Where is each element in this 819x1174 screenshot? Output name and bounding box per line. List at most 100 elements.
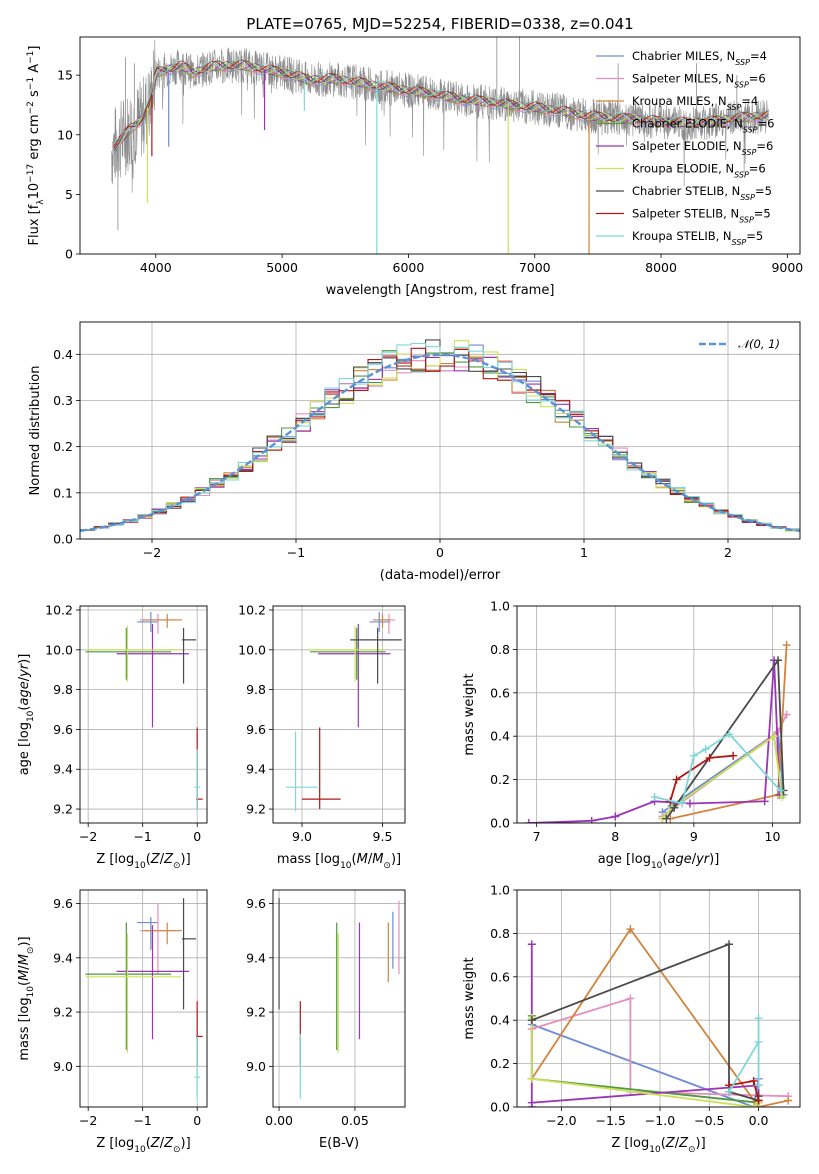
- observed-spectrum: [111, 39, 769, 193]
- weight-marker: [777, 792, 786, 801]
- x-tick-label: −2: [79, 829, 97, 844]
- errorbar-point: [142, 613, 182, 628]
- y-tick-label: 0.8: [490, 926, 510, 941]
- errorbar-point: [350, 627, 402, 684]
- weight-marker: [587, 816, 596, 823]
- x-tick-label: 9.0: [292, 829, 312, 844]
- weight-marker: [729, 751, 738, 760]
- grid: [80, 606, 207, 823]
- y-tick-label: 1.0: [490, 599, 510, 614]
- errorbar-point: [139, 903, 177, 975]
- x-tick-label: 8000: [645, 260, 677, 275]
- weight-marker: [754, 1014, 763, 1023]
- weight-marker: [527, 940, 536, 949]
- y-tick-label: 1.0: [490, 883, 510, 898]
- weight-line: [661, 730, 785, 813]
- y-tick-label: 0.0: [490, 1100, 510, 1115]
- weight-marker: [725, 730, 734, 739]
- y-tick-label: 0.4: [490, 729, 510, 744]
- y-axis-label: mass weight: [462, 957, 477, 1039]
- x-tick-label: −2: [79, 1113, 97, 1128]
- legend-label: Salpeter ELODIE, NSSP=6: [632, 139, 773, 157]
- y-tick-label: 0.6: [490, 969, 510, 984]
- grid: [273, 606, 405, 823]
- histogram-salpeter-stelib: [80, 347, 800, 531]
- errorbar-point: [181, 627, 197, 684]
- plot-area: [85, 898, 203, 1099]
- axes-frame: [79, 605, 208, 824]
- plot-area: [527, 925, 793, 1107]
- y-tick-label: 0.2: [490, 772, 510, 787]
- y-tick-label: 0.4: [53, 347, 73, 362]
- errorbar-point: [116, 623, 190, 728]
- y-tick-label: 9.4: [246, 762, 266, 777]
- x-tick-label: −1: [133, 829, 151, 844]
- legend-label: Kroupa MILES, NSSP=4: [632, 94, 758, 112]
- y-tick-label: 10.2: [238, 602, 266, 617]
- axes-frame: [516, 605, 801, 824]
- x-tick-label: 0.00: [265, 1113, 293, 1128]
- plot-area: [278, 898, 400, 1099]
- x-tick-label: 7000: [519, 260, 551, 275]
- x-tick-label: −1: [133, 1113, 151, 1128]
- weight-marker: [670, 803, 679, 812]
- legend: 𝒩(0, 1): [699, 337, 780, 351]
- x-tick-label: 9000: [771, 260, 803, 275]
- y-axis-label: mass weight: [462, 673, 477, 755]
- panel-residuals: −2 −1 0 1 2 0.0 0.1 0.2 0.3 0.4 (data-model)/error…: [28, 321, 801, 583]
- normal-curve: [80, 353, 800, 533]
- panel-mass-vs-Z: −2 −1 0 9.0 9.2 9.4 9.6 Z [log10(Z/Z⊙)] mass [lo…: [17, 889, 208, 1155]
- weight-marker: [527, 1016, 536, 1025]
- weight-line: [531, 927, 789, 1107]
- legend-label: Kroupa STELIB, NSSP=5: [632, 229, 763, 247]
- errorbar-point: [116, 925, 190, 1040]
- weight-marker: [754, 1037, 763, 1046]
- x-tick-label: 6000: [393, 260, 425, 275]
- x-axis-label: wavelength [Angstrom, rest frame]: [326, 283, 555, 298]
- y-tick-label: 9.2: [53, 1005, 73, 1020]
- chart-title: PLATE=0765, MJD=52254, FIBERID=0338, z=0…: [246, 15, 633, 33]
- panel-mass-vs-EBV: 0.00 0.05 9.0 9.2 9.4 9.6 E(B-V): [246, 889, 406, 1151]
- weight-marker: [527, 1098, 536, 1107]
- y-tick-label: 5: [65, 187, 73, 202]
- panel-weight-vs-age: 7 8 9 10 0.0 0.2 0.4 0.6 0.8 1.0 age [log10(age/yr…: [462, 599, 801, 871]
- x-tick-label: −2: [143, 545, 161, 560]
- histogram-kroupa-elodie: [80, 340, 800, 531]
- legend-label: Chabrier MILES, NSSP=4: [632, 49, 767, 67]
- weight-marker: [782, 641, 791, 650]
- y-tick-label: 10: [57, 127, 73, 142]
- axes-frame: [79, 36, 801, 255]
- panel-weight-vs-Z: −2.0 −1.5 −1.0 −0.5 0.0 0.0 0.2 0.4 0.6 0.8 1.0 Z […: [462, 883, 801, 1155]
- y-tick-label: 0.2: [53, 439, 73, 454]
- y-tick-label: 10.0: [238, 642, 266, 657]
- plot-area: [85, 611, 203, 812]
- errorbar-point: [142, 922, 182, 945]
- y-axis-label: Flux [fλ10−17 erg cm−2 s−1 A−1]: [26, 46, 46, 246]
- axes-frame: [272, 889, 406, 1108]
- errorbar-point: [85, 922, 172, 1051]
- weight-marker: [760, 797, 769, 806]
- y-tick-label: 9.2: [53, 802, 73, 817]
- weight-marker: [626, 994, 635, 1003]
- x-tick-label: −1.0: [645, 1113, 675, 1128]
- weight-marker: [527, 1074, 536, 1083]
- plot-area: [285, 611, 402, 812]
- legend-label: Chabrier ELODIE, NSSP=6: [632, 117, 774, 135]
- x-tick-label: 5000: [266, 260, 298, 275]
- weight-marker: [754, 1081, 763, 1090]
- model-spectrum: [113, 59, 769, 149]
- y-tick-label: 9.4: [53, 762, 73, 777]
- weight-line: [531, 997, 789, 1098]
- legend-label: Salpeter MILES, NSSP=6: [632, 72, 766, 90]
- y-tick-label: 0.1: [53, 485, 73, 500]
- x-axis-label: Z [log10(Z/Z⊙)]: [96, 852, 190, 871]
- model-spectrum: [113, 59, 769, 145]
- plot-area: [524, 641, 791, 823]
- x-axis-label: Z [log10(Z/Z⊙)]: [611, 1136, 705, 1155]
- errorbar-point: [139, 613, 177, 634]
- y-tick-label: 9.6: [53, 722, 73, 737]
- x-tick-label: −1: [287, 545, 305, 560]
- x-tick-label: 10: [765, 829, 781, 844]
- y-axis-label: mass [log10(M/M⊙)]: [17, 936, 36, 1060]
